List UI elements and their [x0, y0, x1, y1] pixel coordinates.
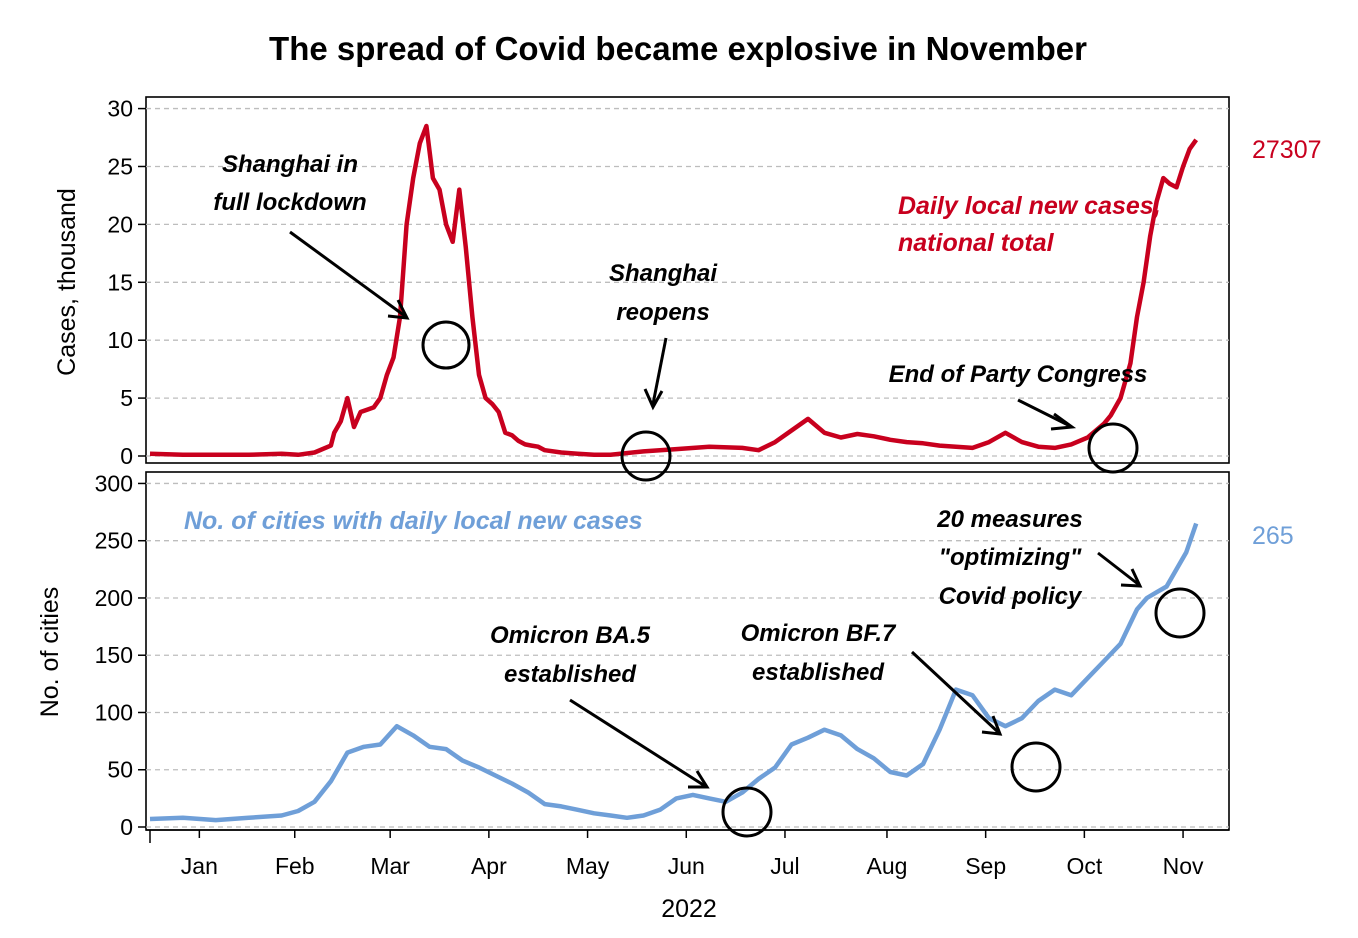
- x-axis-year-label: 2022: [661, 895, 717, 923]
- annotation-shanghai-lockdown-circle: [421, 320, 471, 370]
- cities-y-tick-label: 250: [95, 528, 133, 554]
- cases-y-tick-label: 10: [107, 327, 133, 353]
- annotation-shanghai-lockdown-line2: full lockdown: [213, 189, 366, 216]
- annotation-ba5-circle: [721, 786, 773, 838]
- cases-y-tick-label: 5: [120, 385, 133, 411]
- cities-series-label: No. of cities with daily local new cases: [184, 507, 643, 535]
- annotation-party-congress-arrow: [1017, 398, 1077, 431]
- x-month-label: Aug: [866, 853, 907, 879]
- annotation-bf7-circle: [1010, 741, 1062, 793]
- x-month-label: Sep: [965, 853, 1006, 879]
- cities-y-axis-label: No. of cities: [36, 587, 64, 718]
- cases-y-tick-label: 15: [107, 269, 133, 295]
- cities-y-tick-label: 100: [95, 699, 133, 725]
- annotation-20-measures-circle: [1154, 587, 1206, 639]
- cities-y-tick-label: 0: [120, 814, 133, 840]
- annotation-shanghai-lockdown-line1: Shanghai in: [222, 151, 358, 178]
- cities-y-tick-label: 200: [95, 585, 133, 611]
- cases-series-line: [149, 123, 1199, 458]
- cases-panel: 0 5 10 15 20 25 30 Cases, thousand 27307 Daily…: [53, 96, 1322, 482]
- annotation-shanghai-reopens-line1: Shanghai: [609, 260, 718, 287]
- x-month-label: Jul: [770, 853, 799, 879]
- cities-gridlines: [146, 482, 1229, 828]
- annotation-bf7-arrow: [910, 650, 1003, 736]
- x-month-label: Jan: [181, 853, 218, 879]
- cases-y-tick-label: 0: [120, 443, 133, 469]
- cases-y-axis-label: Cases, thousand: [53, 188, 81, 376]
- annotation-party-congress: End of Party Congress: [889, 361, 1148, 388]
- annotation-shanghai-reopens-arrow: [643, 337, 668, 411]
- annotation-20-measures-arrow: [1097, 551, 1143, 588]
- cases-panel-frame: [145, 96, 1230, 464]
- x-month-ticks: Jan Feb Mar Apr May Jun Jul Aug Sep Oct Nov: [149, 830, 1204, 879]
- annotation-ba5-line1: Omicron BA.5: [490, 622, 651, 649]
- annotation-bf7-line1: Omicron BF.7: [741, 620, 897, 647]
- annotation-20-measures-line3: Covid policy: [939, 583, 1083, 610]
- cities-y-tick-label: 50: [107, 757, 133, 783]
- cases-y-tick-label: 20: [107, 211, 133, 237]
- x-month-label: May: [566, 853, 610, 879]
- cities-panel: 0 50 100 150 200 250 300 No. of cities 265 No.…: [36, 470, 1294, 840]
- annotation-bf7-line2: established: [752, 659, 885, 686]
- x-month-label: Feb: [275, 853, 315, 879]
- cities-end-value: 265: [1252, 522, 1294, 550]
- annotation-ba5-arrow: [569, 698, 710, 789]
- annotation-shanghai-reopens-line2: reopens: [616, 299, 709, 326]
- x-axis: Jan Feb Mar Apr May Jun Jul Aug Sep Oct Nov 2022: [146, 829, 1229, 923]
- x-month-label: Jun: [668, 853, 705, 879]
- cases-y-ticks: 0 5 10 15 20 25 30: [107, 96, 146, 469]
- x-month-label: Nov: [1163, 853, 1204, 879]
- x-month-label: Mar: [370, 853, 410, 879]
- annotation-20-measures-line2: "optimizing": [939, 544, 1082, 571]
- cases-gridlines: [146, 107, 1229, 457]
- annotation-shanghai-reopens-circle: [620, 430, 672, 482]
- cities-y-tick-label: 300: [95, 470, 133, 496]
- annotation-shanghai-lockdown-arrow: [289, 230, 410, 320]
- x-month-label: Apr: [471, 853, 507, 879]
- cases-end-value: 27307: [1252, 136, 1322, 164]
- annotation-20-measures-line1: 20 measures: [936, 506, 1082, 533]
- cases-series-label-line2: national total: [898, 229, 1055, 257]
- cases-y-tick-label: 30: [107, 96, 133, 122]
- chart-title: The spread of Covid became explosive in …: [269, 30, 1087, 67]
- annotation-party-congress-circle: [1087, 422, 1139, 474]
- cities-y-tick-label: 150: [95, 642, 133, 668]
- cities-y-ticks: 0 50 100 150 200 250 300: [95, 470, 146, 840]
- annotation-ba5-line2: established: [504, 661, 637, 688]
- cases-y-tick-label: 25: [107, 153, 133, 179]
- cases-series-label-line1: Daily local new cases,: [898, 192, 1161, 220]
- x-month-label: Oct: [1066, 853, 1102, 879]
